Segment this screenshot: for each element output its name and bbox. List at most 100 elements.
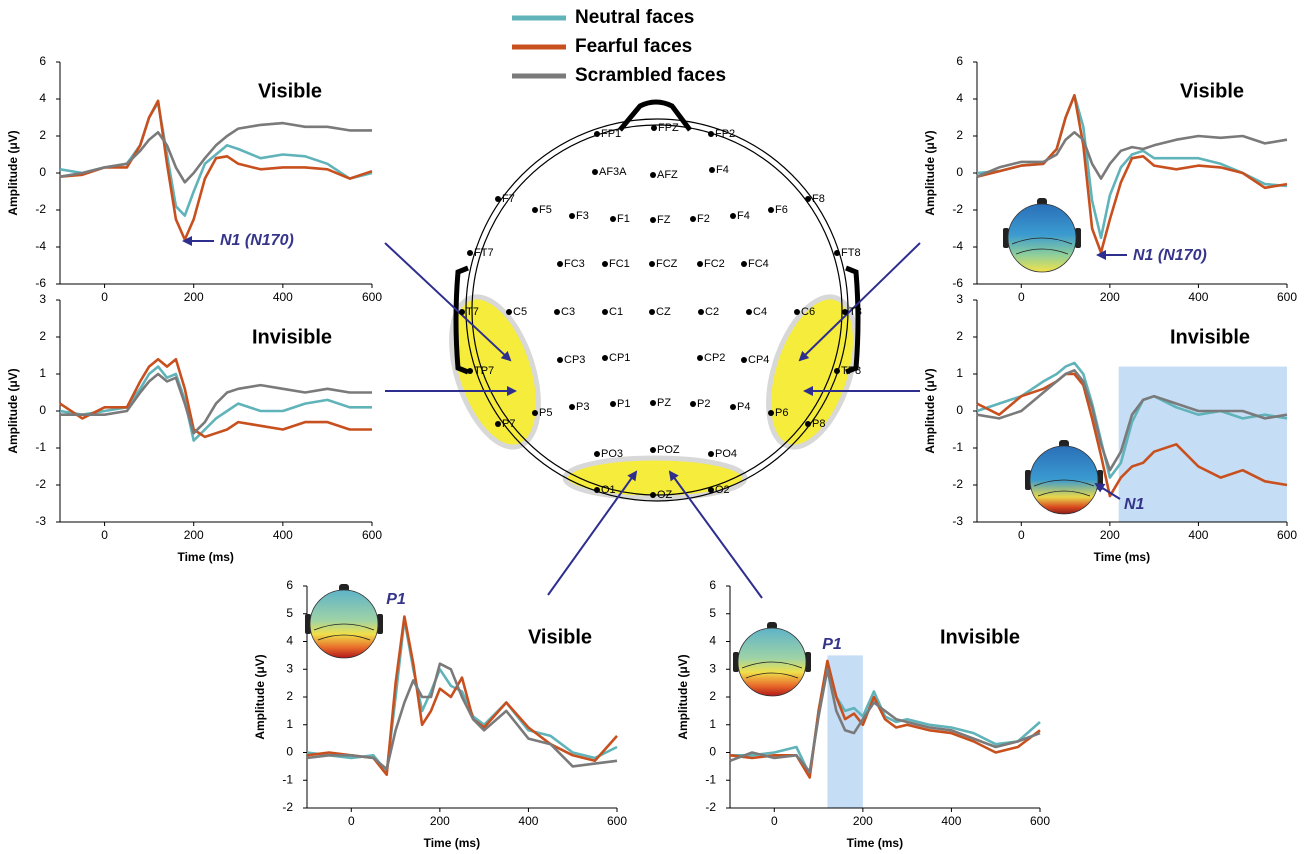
y-tick-label: 3 [709, 661, 716, 675]
y-tick-label: 3 [286, 661, 293, 675]
electrode-dot [697, 355, 703, 361]
electrode-dot [741, 357, 747, 363]
x-tick-label: 400 [941, 814, 961, 828]
electrode-label: T7 [466, 306, 479, 318]
electrode-dot [649, 261, 655, 267]
electrode-dot [557, 261, 563, 267]
electrode-dot [506, 309, 512, 315]
y-tick-label: 2 [286, 689, 293, 703]
electrode-label: PO4 [715, 448, 737, 460]
y-tick-label: -1 [282, 772, 293, 786]
electrode-label: FC4 [748, 258, 769, 270]
y-axis-label: Amplitude (μV) [253, 654, 267, 739]
electrode-label: FT8 [841, 247, 861, 259]
y-tick-label: -1 [705, 772, 716, 786]
y-tick-label: -3 [35, 514, 46, 528]
y-axis-label: Amplitude (μV) [6, 130, 20, 215]
chart: -6-4-202460200400600Amplitude (μV)Visibl… [6, 54, 382, 304]
y-tick-label: 6 [39, 54, 46, 68]
electrode-label: PZ [657, 397, 671, 409]
electrode-dot [650, 492, 656, 498]
y-tick-label: 3 [39, 292, 46, 306]
electrode-dot [730, 404, 736, 410]
electrode-dot [690, 401, 696, 407]
legend-label: Neutral faces [575, 7, 694, 28]
x-tick-label: 0 [101, 290, 108, 304]
electrode-dot [805, 196, 811, 202]
y-tick-label: -6 [35, 276, 46, 290]
x-axis-label: Time (ms) [424, 836, 480, 850]
electrode-dot [594, 451, 600, 457]
y-tick-label: 2 [39, 128, 46, 142]
electrode-dot [610, 401, 616, 407]
electrode-label: CP1 [609, 352, 630, 364]
electrode-dot [708, 131, 714, 137]
x-tick-label: 600 [607, 814, 627, 828]
electrode-label: OZ [657, 489, 673, 501]
electrode-label: O1 [601, 484, 616, 496]
electrode-dot [592, 169, 598, 175]
electrode-dot [650, 447, 656, 453]
x-tick-label: 200 [1100, 528, 1120, 542]
x-tick-label: 600 [362, 528, 382, 542]
chart-title: Visible [258, 80, 322, 102]
electrode-label: P4 [737, 401, 750, 413]
electrode-dot [649, 309, 655, 315]
electrode-dot [594, 487, 600, 493]
electrode-label: F5 [539, 204, 552, 216]
electrode-dot [467, 250, 473, 256]
electrode-dot [569, 213, 575, 219]
electrode-label: CP3 [564, 354, 585, 366]
electrode-label: FP1 [601, 128, 621, 140]
y-tick-label: 1 [286, 717, 293, 731]
y-tick-label: 4 [39, 91, 46, 105]
x-axis-label: Time (ms) [177, 550, 233, 564]
electrode-label: PO3 [601, 448, 623, 460]
electrode-label: P6 [775, 407, 788, 419]
electrode-label: C5 [513, 306, 527, 318]
electrode-dot [834, 250, 840, 256]
x-axis-label: Time (ms) [847, 836, 903, 850]
electrode-dot [709, 167, 715, 173]
electrode-dot [569, 404, 575, 410]
electrode-label: C2 [705, 306, 719, 318]
electrode-dot [650, 217, 656, 223]
x-tick-label: 0 [1018, 290, 1025, 304]
y-tick-label: 0 [956, 403, 963, 417]
y-tick-label: -4 [952, 239, 963, 253]
region-left [435, 286, 555, 458]
x-tick-label: 0 [101, 528, 108, 542]
y-tick-label: 0 [39, 165, 46, 179]
electrode-label: P5 [539, 407, 552, 419]
series-line [60, 374, 372, 433]
y-tick-label: 0 [286, 745, 293, 759]
electrode-dot [651, 125, 657, 131]
electrode-dot [495, 421, 501, 427]
electrode-dot [532, 207, 538, 213]
x-tick-label: 0 [1018, 528, 1025, 542]
electrode-label: FT7 [474, 247, 494, 259]
electrode-dot [730, 213, 736, 219]
annotation: P1 [822, 636, 842, 653]
y-tick-label: 0 [39, 403, 46, 417]
electrode-dot [459, 309, 465, 315]
y-tick-label: -3 [952, 514, 963, 528]
y-tick-label: 0 [956, 165, 963, 179]
electrode-label: FZ [657, 214, 671, 226]
electrode-dot [741, 261, 747, 267]
y-tick-label: -2 [35, 202, 46, 216]
x-tick-label: 200 [430, 814, 450, 828]
y-tick-label: 2 [709, 689, 716, 703]
electrode-label: P3 [576, 401, 589, 413]
electrode-label: F4 [716, 164, 729, 176]
x-tick-label: 600 [362, 290, 382, 304]
y-tick-label: 6 [286, 578, 293, 592]
electrode-label: C6 [801, 306, 815, 318]
electrode-dot [698, 309, 704, 315]
electrode-label: POZ [657, 444, 680, 456]
electrode-dot [746, 309, 752, 315]
electrode-dot [650, 172, 656, 178]
y-tick-label: 5 [286, 606, 293, 620]
